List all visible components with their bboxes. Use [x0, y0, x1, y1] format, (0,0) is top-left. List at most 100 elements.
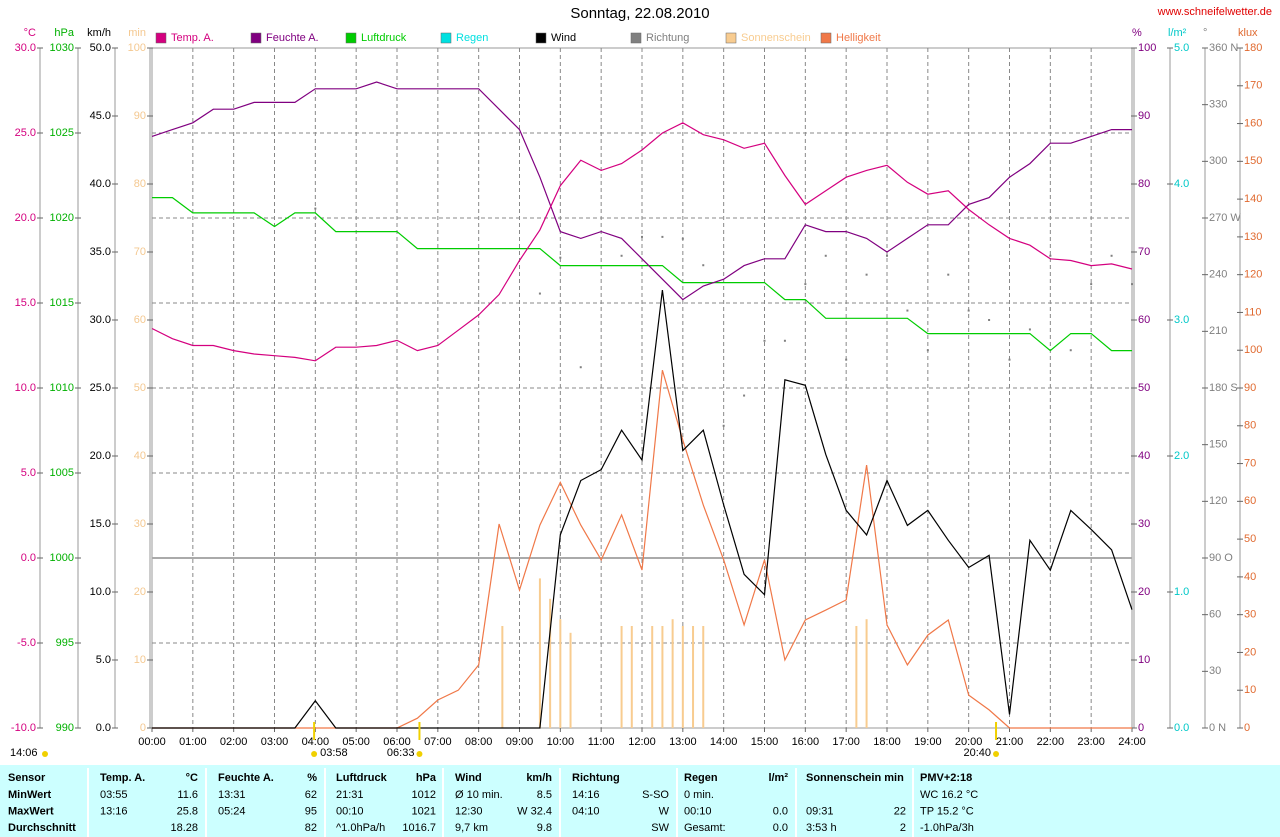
y-tick-label: 50: [1244, 533, 1256, 545]
y-tick-label: 5.0: [96, 654, 111, 666]
annotation: 20:40: [963, 747, 991, 759]
table-cell: 13:16: [100, 805, 128, 817]
y-tick-label: 210: [1209, 325, 1227, 337]
x-tick-label: 08:00: [465, 736, 493, 748]
direction-dot: [763, 339, 766, 342]
table-cell: 25.8: [177, 805, 198, 817]
direction-dot: [538, 292, 541, 295]
sunshine-bar: [501, 626, 504, 728]
x-tick-label: 17:00: [832, 736, 860, 748]
direction-dot: [886, 254, 888, 257]
y-tick-label: 1.0: [1174, 586, 1189, 598]
table-cell: 14:16: [572, 789, 600, 801]
y-tick-label: 40: [1138, 450, 1150, 462]
x-tick-label: 13:00: [669, 736, 697, 748]
table-cell: WC 16.2 °C: [920, 789, 978, 801]
sunshine-bar: [671, 619, 674, 728]
direction-dot: [947, 273, 950, 276]
y-tick-label: 120: [1244, 269, 1262, 281]
sunshine-bar: [661, 626, 664, 728]
y-tick-label: 50.0: [90, 42, 111, 54]
y-tick-label: 15.0: [15, 297, 36, 309]
y-tick-label: 40: [134, 450, 146, 462]
x-tick-label: 18:00: [873, 736, 901, 748]
sunshine-bar: [559, 619, 562, 728]
direction-dot: [661, 235, 664, 238]
table-cell: PMV+2:18: [920, 772, 972, 784]
table-cell: Richtung: [572, 772, 620, 784]
y-tick-label: 120: [1209, 495, 1227, 507]
y-tick-label: 360 N: [1209, 42, 1238, 54]
y-tick-label: 150: [1244, 155, 1262, 167]
y-tick-label: 80: [1138, 178, 1150, 190]
y-tick-label: 130: [1244, 231, 1262, 243]
table-cell: l/m²: [768, 772, 788, 784]
y-tick-label: 20: [1244, 646, 1256, 658]
sunshine-bar: [569, 632, 572, 728]
y-tick-label: 60: [134, 314, 146, 326]
table-cell: °C: [186, 772, 198, 784]
y-tick-label: 1015: [50, 297, 74, 309]
y-tick-label: 330: [1209, 99, 1227, 111]
y-tick-label: 40.0: [90, 178, 111, 190]
y-tick-label: 10: [1244, 684, 1256, 696]
direction-dot: [314, 207, 317, 210]
table-cell: 13:31: [218, 789, 246, 801]
y-tick-label: 70: [1244, 457, 1256, 469]
y-tick-label: 30: [134, 518, 146, 530]
site: www.schneifelwetter.de: [1157, 6, 1272, 18]
y-tick-label: 70: [1138, 246, 1150, 258]
y-tick-label: 180: [1244, 42, 1262, 54]
y-tick-label: 90: [134, 110, 146, 122]
table-cell: 05:24: [218, 805, 246, 817]
y-tick-label: 0.0: [96, 722, 111, 734]
y-tick-label: 60: [1209, 609, 1221, 621]
y-tick-label: 25.0: [90, 382, 111, 394]
sunshine-bar: [538, 578, 541, 728]
table-cell: 95: [305, 805, 317, 817]
y-tick-label: 0: [1244, 722, 1250, 734]
y-tick-label: 5.0: [1174, 42, 1189, 54]
y-tick-label: 20: [1138, 586, 1150, 598]
y-tick-label: 0: [140, 722, 146, 734]
y-tick-label: 80: [1244, 420, 1256, 432]
x-tick-label: 19:00: [914, 736, 942, 748]
legend-swatch: [250, 32, 262, 44]
table-cell: MaxWert: [8, 805, 54, 817]
sunshine-bar: [692, 626, 695, 728]
y-tick-label: 50: [1138, 382, 1150, 394]
table-cell: 03:55: [100, 789, 128, 801]
axis-unit: klux: [1238, 27, 1258, 39]
legend-label: Helligkeit: [836, 32, 881, 44]
axis-unit: °C: [24, 27, 36, 39]
direction-dot: [702, 264, 705, 267]
x-tick-label: 23:00: [1077, 736, 1105, 748]
y-tick-label: 20: [134, 586, 146, 598]
table-cell: 1021: [412, 805, 436, 817]
x-tick-label: 05:00: [342, 736, 370, 748]
table-cell: W 32.4: [517, 805, 552, 817]
y-tick-label: 10.0: [15, 382, 36, 394]
y-tick-label: 20.0: [15, 212, 36, 224]
direction-dot: [783, 339, 786, 342]
y-tick-label: 45.0: [90, 110, 111, 122]
table-background: [0, 765, 1280, 837]
table-cell: 0.0: [773, 805, 788, 817]
y-tick-label: 50: [134, 382, 146, 394]
table-cell: 11.6: [177, 789, 198, 801]
table-cell: Durchschnitt: [8, 822, 76, 834]
annotation: 03:58: [320, 747, 348, 759]
axis-unit: hPa: [54, 27, 74, 39]
legend-swatch: [345, 32, 357, 44]
direction-dot: [865, 273, 868, 276]
direction-dot: [579, 366, 582, 369]
y-tick-label: 30.0: [90, 314, 111, 326]
legend-swatch: [725, 32, 737, 44]
sun-icon: [311, 751, 318, 757]
y-tick-label: -10.0: [11, 722, 36, 734]
y-tick-label: 300: [1209, 155, 1227, 167]
y-tick-label: 150: [1209, 439, 1227, 451]
table-cell: 00:10: [684, 805, 712, 817]
table-cell: 09:31: [806, 805, 834, 817]
